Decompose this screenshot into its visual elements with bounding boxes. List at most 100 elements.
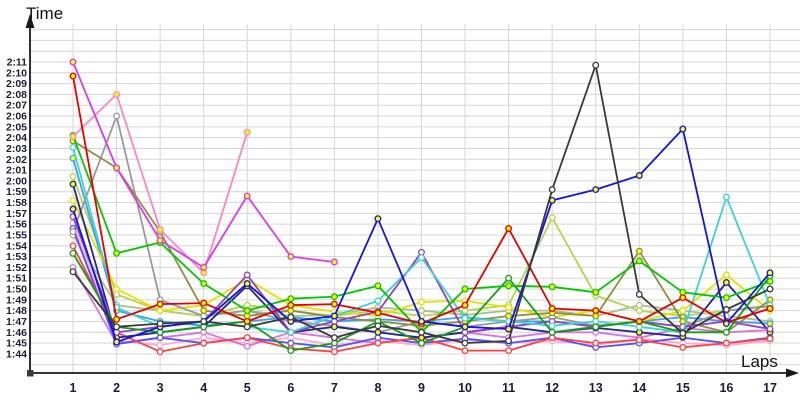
y-tick-label: 1:53 xyxy=(6,251,27,263)
series-marker-lightred xyxy=(635,336,643,344)
series-marker-lightred xyxy=(330,348,338,356)
series-marker-green xyxy=(200,280,208,288)
series-marker-red xyxy=(287,301,295,309)
series-marker-yellow xyxy=(418,298,425,306)
series-marker-darkgreen xyxy=(156,328,164,336)
series-marker-cyan xyxy=(69,143,77,151)
y-tick-label: 2:01 xyxy=(6,165,27,177)
series-marker-black xyxy=(548,186,556,194)
series-pink xyxy=(69,90,251,277)
series-marker-darkgreen xyxy=(418,339,425,347)
series-marker-blue xyxy=(679,125,687,133)
series-marker-lightred xyxy=(69,242,77,250)
series-marker-blue xyxy=(418,317,425,325)
series-marker-darkgreen xyxy=(69,249,77,257)
series-marker-orchid xyxy=(200,328,208,336)
x-tick-label: 3 xyxy=(157,381,164,395)
series-marker-yellowgreen xyxy=(548,214,556,222)
series-black xyxy=(69,61,774,347)
series-marker-lightred xyxy=(505,347,513,355)
x-tick-label: 12 xyxy=(545,381,559,395)
series-marker-yellowgreen xyxy=(69,173,77,181)
series-marker-pink xyxy=(69,133,77,141)
series-marker-purple xyxy=(461,328,469,336)
x-tick-label: 1 xyxy=(70,381,77,395)
series-marker-darkgreen xyxy=(505,274,513,282)
y-tick-label: 2:06 xyxy=(6,111,27,123)
origin-marker xyxy=(27,370,34,377)
series-marker-cyan xyxy=(287,328,295,336)
series-marker-navy xyxy=(635,328,643,336)
series-marker-navy xyxy=(69,180,77,188)
x-tick-label: 4 xyxy=(200,381,207,395)
series-marker-darkgreen xyxy=(722,328,730,336)
series-marker-darkgreen xyxy=(548,328,556,336)
series-marker-lightred xyxy=(592,339,600,347)
series-marker-yellow xyxy=(156,307,164,315)
series-marker-red xyxy=(679,294,687,302)
y-axis-title: Time xyxy=(26,4,64,23)
x-tick-label: 7 xyxy=(331,381,338,395)
x-axis-arrow-icon xyxy=(786,368,799,378)
series-marker-black xyxy=(243,323,251,331)
series-marker-black xyxy=(113,323,121,331)
y-tick-label: 1:52 xyxy=(6,262,27,274)
series-marker-black xyxy=(330,334,338,342)
series-marker-black xyxy=(635,290,643,298)
series-marker-green xyxy=(243,307,251,315)
series-marker-red xyxy=(461,301,469,309)
x-tick-label: 16 xyxy=(719,381,733,395)
y-tick-label: 1:57 xyxy=(6,208,27,220)
series-marker-darkgreen xyxy=(287,347,295,355)
y-tick-label: 1:44 xyxy=(6,348,27,360)
series-marker-black xyxy=(374,322,382,330)
series-marker-purple xyxy=(766,325,774,333)
x-tick-label: 14 xyxy=(632,381,646,395)
series-marker-yellow xyxy=(679,307,687,315)
series-marker-darkgreen xyxy=(592,323,600,331)
y-tick-label: 2:10 xyxy=(6,67,27,79)
series-marker-lightred xyxy=(200,339,208,347)
x-tick-label: 10 xyxy=(458,381,472,395)
series-marker-blue xyxy=(69,205,77,213)
series-marker-magenta xyxy=(243,192,251,200)
series-marker-red xyxy=(156,300,164,308)
series-marker-black xyxy=(461,339,469,347)
series-marker-pink xyxy=(243,128,251,136)
series-marker-green xyxy=(113,249,121,257)
series-marker-green xyxy=(635,257,643,265)
series-marker-red xyxy=(505,225,513,232)
series-marker-magenta xyxy=(200,263,208,271)
x-tick-label: 17 xyxy=(763,381,777,395)
series-marker-pink xyxy=(113,90,121,98)
series-marker-green xyxy=(548,283,556,291)
series-marker-lightred xyxy=(374,339,382,347)
series-marker-lightred xyxy=(243,334,251,342)
x-tick-labels: 1 2 3 4 5 6 7 8 9 10 11 12 13 14 15 16 17 xyxy=(70,381,777,395)
series-marker-green xyxy=(287,295,295,303)
series-marker-blue xyxy=(592,186,600,194)
series-marker-red xyxy=(548,305,556,312)
series-marker-blue xyxy=(113,338,121,346)
y-tick-label: 2:08 xyxy=(6,89,27,101)
series-marker-black xyxy=(69,268,77,276)
y-tick-label: 1:46 xyxy=(6,327,27,339)
y-tick-label: 1:54 xyxy=(6,240,27,252)
y-tick-label: 2:05 xyxy=(6,121,27,133)
series-marker-red xyxy=(330,300,338,308)
series-marker-red xyxy=(69,72,77,80)
y-tick-label: 1:59 xyxy=(6,186,27,198)
x-tick-label: 11 xyxy=(502,381,515,395)
series-marker-green xyxy=(722,294,730,302)
series-marker-magenta xyxy=(69,58,77,66)
series-marker-green xyxy=(461,285,469,293)
series-marker-green xyxy=(374,282,382,290)
series-marker-red xyxy=(592,307,600,315)
series-marker-magenta xyxy=(113,164,121,172)
x-tick-label: 5 xyxy=(244,381,251,395)
series-marker-black xyxy=(722,306,730,313)
series-marker-black xyxy=(200,317,208,325)
y-tick-label: 1:56 xyxy=(6,219,27,231)
